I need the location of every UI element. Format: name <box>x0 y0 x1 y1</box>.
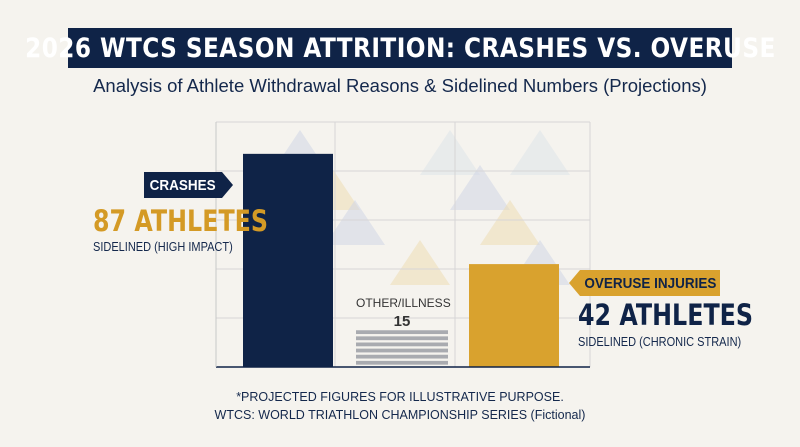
bar-crashes <box>243 153 333 367</box>
bar-other-illness <box>356 330 448 365</box>
other-illness-value: 15 <box>393 313 411 330</box>
bar-stripe-1 <box>356 336 448 341</box>
chart-subtitle: Analysis of Athlete Withdrawal Reasons &… <box>93 75 707 96</box>
other-illness-label: OTHER/ILLNESS <box>356 296 451 310</box>
crashes-value-label: 87 ATHLETES <box>93 204 269 238</box>
overuse-value-label: 42 ATHLETES <box>578 298 754 332</box>
bar-stripe-3 <box>356 348 448 353</box>
chart-title: 2026 WTCS SEASON ATTRITION: CRASHES VS. … <box>24 32 776 64</box>
bar-stripe-2 <box>356 342 448 347</box>
title-banner: 2026 WTCS SEASON ATTRITION: CRASHES VS. … <box>25 28 775 68</box>
bar-overuse-injuries <box>469 264 559 367</box>
decor-triangle-4 <box>450 165 510 210</box>
overuse-note: SIDELINED (CHRONIC STRAIN) <box>578 335 742 349</box>
footnote-definition: WTCS: WORLD TRIATHLON CHAMPIONSHIP SERIE… <box>214 408 586 422</box>
chart-bars <box>243 153 559 367</box>
crashes-note: SIDELINED (HIGH IMPACT) <box>93 240 233 254</box>
bar-stripe-5 <box>356 360 448 365</box>
crashes-tag: CRASHES <box>144 172 233 198</box>
decor-triangle-3 <box>420 130 480 175</box>
bar-stripe-0 <box>356 330 448 335</box>
footnote-projection: *PROJECTED FIGURES FOR ILLUSTRATIVE PURP… <box>236 390 564 404</box>
decor-triangle-2 <box>325 200 385 245</box>
decor-triangle-7 <box>390 240 450 285</box>
decor-triangle-5 <box>480 200 540 245</box>
overuse-tag: OVERUSE INJURIES <box>569 270 720 296</box>
decor-triangle-6 <box>510 130 570 175</box>
bar-stripe-4 <box>356 354 448 359</box>
